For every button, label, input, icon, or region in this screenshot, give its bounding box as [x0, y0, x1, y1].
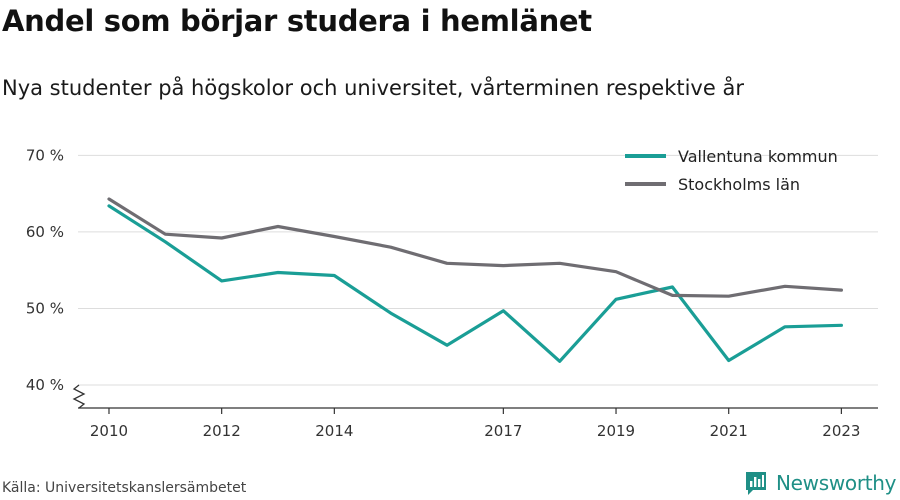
source-note: Källa: Universitetskanslersämbetet [2, 480, 247, 496]
x-tick-label: 2017 [484, 422, 522, 440]
chart-subtitle: Nya studenter på högskolor och universit… [2, 76, 744, 100]
legend-label: Vallentuna kommun [678, 147, 838, 166]
x-tick-label: 2019 [597, 422, 635, 440]
x-tick-label: 2010 [90, 422, 128, 440]
series-lines [107, 197, 844, 363]
y-tick-label: 50 % [26, 299, 64, 317]
legend-label: Stockholms län [678, 175, 800, 194]
series-line-1 [107, 204, 844, 363]
series-line-2 [107, 197, 844, 298]
x-tick-label: 2012 [203, 422, 241, 440]
chart-title: Andel som börjar studera i hemlänet [2, 4, 592, 38]
x-tick-label: 2023 [822, 422, 860, 440]
y-tick-label: 70 % [26, 146, 64, 164]
y-tick-label: 60 % [26, 223, 64, 241]
y-tick-label: 40 % [26, 376, 64, 394]
brand-name: Newsworthy [776, 471, 897, 495]
gridlines [78, 154, 878, 386]
bar-chart-icon [746, 472, 766, 495]
axes: 70 % 60 % 50 % 40 % 2010 2012 2014 2017 2019 2021… [26, 146, 878, 440]
x-tick-label: 2021 [710, 422, 748, 440]
x-tick-label: 2014 [315, 422, 353, 440]
axis-break-icon [72, 384, 86, 409]
brand-logo: Newsworthy [744, 468, 897, 498]
legend: Vallentuna kommun Stockholms län [625, 147, 838, 194]
